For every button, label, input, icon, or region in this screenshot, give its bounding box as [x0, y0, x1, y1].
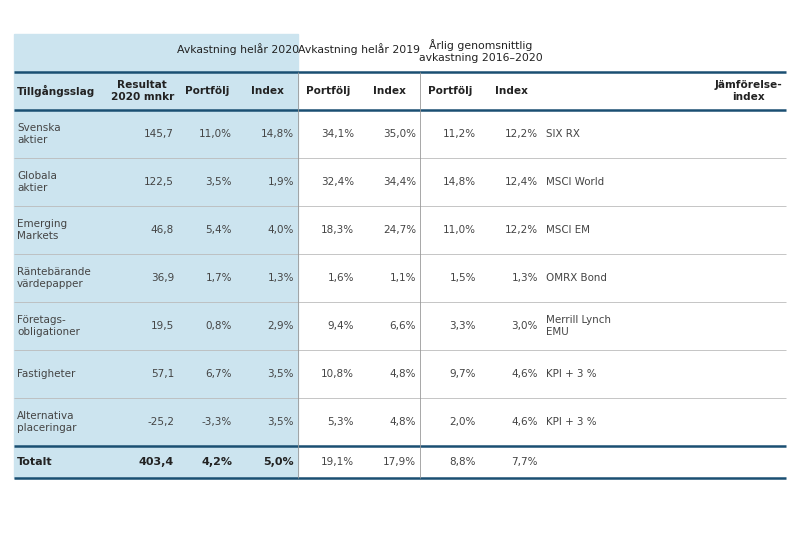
- Text: 36,9: 36,9: [150, 273, 174, 283]
- Bar: [14, 110, 298, 158]
- Text: 34,1%: 34,1%: [321, 129, 354, 139]
- Text: 32,4%: 32,4%: [321, 177, 354, 187]
- Text: 14,8%: 14,8%: [261, 129, 294, 139]
- Text: 3,5%: 3,5%: [267, 417, 294, 427]
- Text: 4,2%: 4,2%: [201, 457, 232, 467]
- Text: Resultat
2020 mnkr: Resultat 2020 mnkr: [110, 80, 174, 102]
- Text: 4,6%: 4,6%: [511, 369, 538, 379]
- Text: 6,7%: 6,7%: [206, 369, 232, 379]
- Text: 19,5: 19,5: [150, 321, 174, 331]
- Text: Portfölj: Portfölj: [306, 86, 350, 96]
- Text: 1,6%: 1,6%: [327, 273, 354, 283]
- Text: 19,1%: 19,1%: [321, 457, 354, 467]
- Text: 2,0%: 2,0%: [450, 417, 476, 427]
- Text: Jämförelse-
index: Jämförelse- index: [714, 80, 782, 102]
- Text: 9,7%: 9,7%: [450, 369, 476, 379]
- Text: 7,7%: 7,7%: [511, 457, 538, 467]
- Text: 11,0%: 11,0%: [443, 225, 476, 235]
- Text: Tillgångsslag: Tillgångsslag: [17, 85, 95, 97]
- Text: Index: Index: [373, 86, 406, 96]
- Text: 11,2%: 11,2%: [443, 129, 476, 139]
- Text: 18,3%: 18,3%: [321, 225, 354, 235]
- Text: 1,5%: 1,5%: [450, 273, 476, 283]
- Bar: [14, 446, 298, 478]
- Text: OMRX Bond: OMRX Bond: [546, 273, 607, 283]
- Text: 1,1%: 1,1%: [390, 273, 416, 283]
- Text: 35,0%: 35,0%: [383, 129, 416, 139]
- Text: -3,3%: -3,3%: [202, 417, 232, 427]
- Bar: [14, 254, 298, 302]
- Bar: [14, 72, 298, 110]
- Text: Index: Index: [494, 86, 527, 96]
- Text: 5,3%: 5,3%: [327, 417, 354, 427]
- Text: 14,8%: 14,8%: [443, 177, 476, 187]
- Text: Avkastning helår 2019: Avkastning helår 2019: [298, 43, 420, 55]
- Text: Globala
aktier: Globala aktier: [17, 171, 57, 193]
- Text: 1,7%: 1,7%: [206, 273, 232, 283]
- Text: KPI + 3 %: KPI + 3 %: [546, 417, 597, 427]
- Text: Totalt: Totalt: [17, 457, 53, 467]
- Text: 3,3%: 3,3%: [450, 321, 476, 331]
- Bar: [14, 206, 298, 254]
- Text: 1,9%: 1,9%: [267, 177, 294, 187]
- Text: Fastigheter: Fastigheter: [17, 369, 75, 379]
- Text: 3,0%: 3,0%: [512, 321, 538, 331]
- Text: Portfölj: Portfölj: [428, 86, 472, 96]
- Bar: [14, 350, 298, 398]
- Text: 11,0%: 11,0%: [199, 129, 232, 139]
- Bar: [14, 34, 298, 72]
- Text: 24,7%: 24,7%: [383, 225, 416, 235]
- Bar: [14, 398, 298, 446]
- Text: 4,8%: 4,8%: [390, 417, 416, 427]
- Text: Årlig genomsnittlig
avkastning 2016–2020: Årlig genomsnittlig avkastning 2016–2020: [419, 39, 543, 63]
- Text: -25,2: -25,2: [147, 417, 174, 427]
- Text: 34,4%: 34,4%: [383, 177, 416, 187]
- Text: 57,1: 57,1: [150, 369, 174, 379]
- Text: Index: Index: [250, 86, 283, 96]
- Text: 5,0%: 5,0%: [263, 457, 294, 467]
- Text: 46,8: 46,8: [150, 225, 174, 235]
- Bar: [14, 302, 298, 350]
- Text: SIX RX: SIX RX: [546, 129, 580, 139]
- Text: Avkastning helår 2020: Avkastning helår 2020: [177, 43, 299, 55]
- Text: MSCI EM: MSCI EM: [546, 225, 590, 235]
- Text: 2,9%: 2,9%: [267, 321, 294, 331]
- Text: 17,9%: 17,9%: [383, 457, 416, 467]
- Text: Företags-
obligationer: Företags- obligationer: [17, 315, 80, 337]
- Text: 4,6%: 4,6%: [511, 417, 538, 427]
- Text: 1,3%: 1,3%: [267, 273, 294, 283]
- Text: Emerging
Markets: Emerging Markets: [17, 219, 67, 241]
- Text: 4,8%: 4,8%: [390, 369, 416, 379]
- Text: 145,7: 145,7: [144, 129, 174, 139]
- Text: 403,4: 403,4: [138, 457, 174, 467]
- Text: 10,8%: 10,8%: [321, 369, 354, 379]
- Text: 4,0%: 4,0%: [268, 225, 294, 235]
- Text: Svenska
aktier: Svenska aktier: [17, 123, 61, 145]
- Text: 122,5: 122,5: [144, 177, 174, 187]
- Text: 12,2%: 12,2%: [505, 129, 538, 139]
- Text: Merrill Lynch
EMU: Merrill Lynch EMU: [546, 315, 611, 337]
- Text: 12,2%: 12,2%: [505, 225, 538, 235]
- Text: Portfölj: Portfölj: [185, 86, 229, 96]
- Text: 3,5%: 3,5%: [267, 369, 294, 379]
- Text: 8,8%: 8,8%: [450, 457, 476, 467]
- Text: KPI + 3 %: KPI + 3 %: [546, 369, 597, 379]
- Text: Alternativa
placeringar: Alternativa placeringar: [17, 411, 77, 433]
- Text: 5,4%: 5,4%: [206, 225, 232, 235]
- Text: Räntebärande
värdepapper: Räntebärande värdepapper: [17, 267, 90, 289]
- Text: 9,4%: 9,4%: [327, 321, 354, 331]
- Text: 6,6%: 6,6%: [390, 321, 416, 331]
- Bar: [14, 158, 298, 206]
- Text: 3,5%: 3,5%: [206, 177, 232, 187]
- Text: 0,8%: 0,8%: [206, 321, 232, 331]
- Text: MSCI World: MSCI World: [546, 177, 604, 187]
- Text: 1,3%: 1,3%: [511, 273, 538, 283]
- Text: 12,4%: 12,4%: [505, 177, 538, 187]
